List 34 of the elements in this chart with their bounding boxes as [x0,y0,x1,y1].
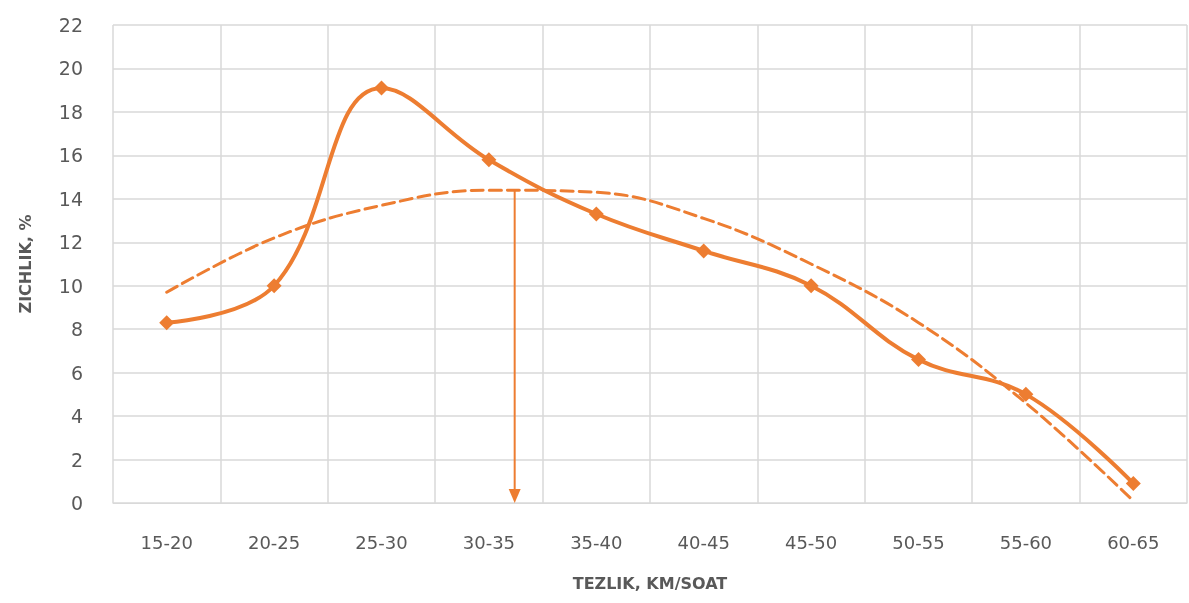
y-tick-label: 10 [58,274,83,297]
y-tick-label: 2 [70,448,83,471]
y-tick-label: 4 [70,405,83,428]
point [1018,386,1034,402]
point [911,352,926,368]
x-tick-label: 20-25 [247,531,301,553]
x-tick-label: 35-40 [570,531,623,553]
y-tick-label: 14 [58,187,83,210]
x-tick-label: 55-60 [999,531,1053,553]
point [266,278,282,294]
x-tick-label: 50-55 [892,531,945,553]
x-tick-label: 45-50 [784,531,838,553]
point [803,278,819,294]
point [588,206,604,222]
y-tick-label: 12 [58,231,83,254]
x-axis-title: TEZLIK, KM/SOAT [572,573,728,593]
point [374,80,389,96]
point [1125,475,1141,491]
y-tick-label: 6 [70,361,83,384]
y-tick-label: 20 [58,57,83,80]
x-tick-label: 30-35 [462,531,516,553]
y-tick-label: 0 [70,492,83,514]
y-tick-label: 18 [58,100,83,123]
x-tick-label: 15-20 [140,531,193,553]
x-tick-label: 25-30 [355,531,408,553]
x-tick-label: 40-45 [677,531,730,553]
y-tick-label: 16 [58,144,83,167]
y-tick-label: 8 [70,318,83,341]
y-axis-title: ZICHLIK, % [15,214,35,314]
y-tick-label: 22 [58,14,83,36]
point [481,152,497,168]
point [159,315,175,331]
x-tick-label: 60-65 [1107,531,1160,553]
point [696,243,712,259]
